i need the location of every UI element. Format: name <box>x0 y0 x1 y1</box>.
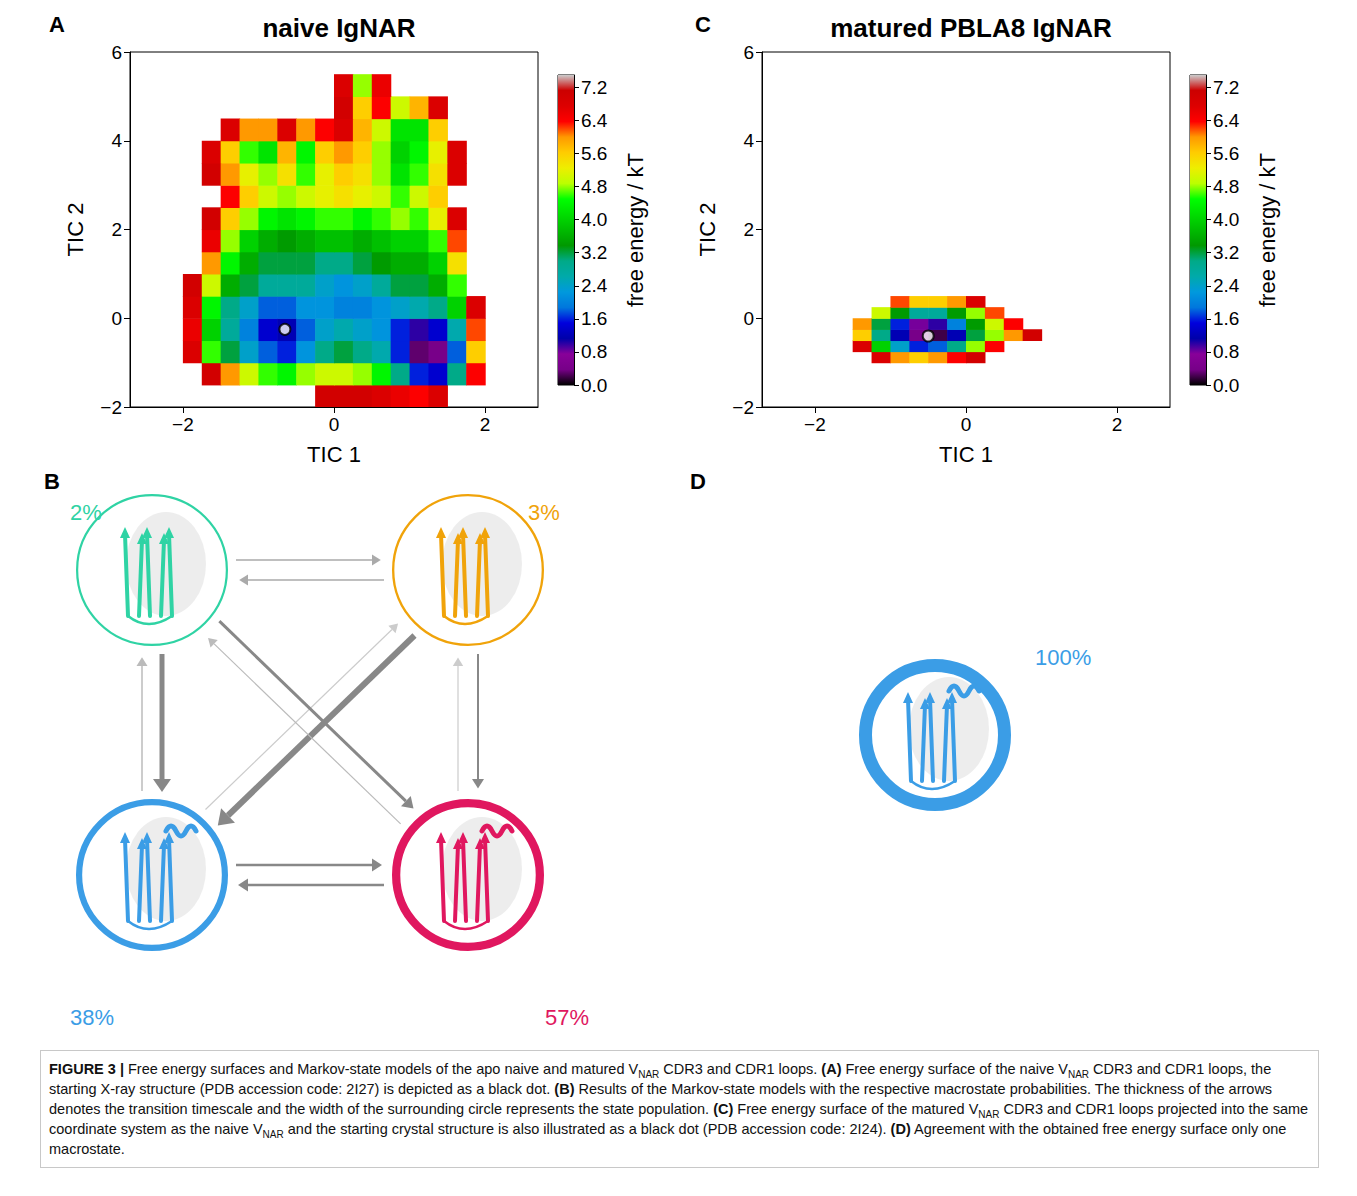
svg-text:4.8: 4.8 <box>581 176 607 197</box>
svg-text:100%: 100% <box>1035 645 1091 670</box>
svg-text:TIC 1: TIC 1 <box>307 442 361 467</box>
svg-text:0.8: 0.8 <box>581 341 607 362</box>
svg-text:−2: −2 <box>100 397 122 418</box>
svg-text:2.4: 2.4 <box>1213 275 1240 296</box>
svg-text:0.8: 0.8 <box>1213 341 1239 362</box>
svg-text:6: 6 <box>111 42 122 63</box>
svg-text:38%: 38% <box>70 1005 114 1030</box>
svg-text:A: A <box>49 12 65 37</box>
svg-text:−2: −2 <box>804 414 826 435</box>
svg-text:−2: −2 <box>172 414 194 435</box>
svg-text:0.0: 0.0 <box>1213 375 1239 396</box>
svg-text:0.0: 0.0 <box>581 375 607 396</box>
svg-text:4.0: 4.0 <box>581 209 607 230</box>
svg-text:3%: 3% <box>528 500 560 525</box>
svg-text:6.4: 6.4 <box>1213 110 1240 131</box>
svg-text:2: 2 <box>1112 414 1123 435</box>
svg-text:−2: −2 <box>732 397 754 418</box>
svg-text:naive IgNAR: naive IgNAR <box>262 13 415 43</box>
svg-text:TIC 1: TIC 1 <box>939 442 993 467</box>
svg-text:2: 2 <box>743 219 754 240</box>
svg-text:2.4: 2.4 <box>581 275 608 296</box>
svg-text:3.2: 3.2 <box>1213 242 1239 263</box>
svg-text:2: 2 <box>480 414 491 435</box>
svg-text:7.2: 7.2 <box>1213 77 1239 98</box>
svg-text:4: 4 <box>743 130 754 151</box>
svg-text:B: B <box>44 469 60 494</box>
svg-text:TIC 2: TIC 2 <box>695 203 720 257</box>
svg-text:free energy / kT: free energy / kT <box>1255 153 1280 307</box>
svg-text:6.4: 6.4 <box>581 110 608 131</box>
svg-text:TIC 2: TIC 2 <box>63 203 88 257</box>
svg-text:5.6: 5.6 <box>1213 143 1239 164</box>
svg-text:0: 0 <box>743 308 754 329</box>
svg-text:2: 2 <box>111 219 122 240</box>
svg-text:4.0: 4.0 <box>1213 209 1239 230</box>
svg-text:0: 0 <box>961 414 972 435</box>
svg-text:0: 0 <box>111 308 122 329</box>
svg-text:5.6: 5.6 <box>581 143 607 164</box>
svg-text:7.2: 7.2 <box>581 77 607 98</box>
svg-text:matured PBLA8 IgNAR: matured PBLA8 IgNAR <box>830 13 1112 43</box>
svg-text:D: D <box>690 469 706 494</box>
svg-text:2%: 2% <box>70 500 102 525</box>
svg-text:3.2: 3.2 <box>581 242 607 263</box>
svg-text:free energy / kT: free energy / kT <box>623 153 648 307</box>
svg-text:6: 6 <box>743 42 754 63</box>
svg-text:C: C <box>695 12 711 37</box>
svg-text:57%: 57% <box>545 1005 589 1030</box>
svg-text:4: 4 <box>111 130 122 151</box>
svg-text:4.8: 4.8 <box>1213 176 1239 197</box>
svg-text:0: 0 <box>329 414 340 435</box>
html-text:FIGURE 3 | Free energy surface: FIGURE 3 | Free energy surfaces and Mark… <box>49 1061 1313 1157</box>
svg-text:1.6: 1.6 <box>1213 308 1239 329</box>
svg-text:1.6: 1.6 <box>581 308 607 329</box>
